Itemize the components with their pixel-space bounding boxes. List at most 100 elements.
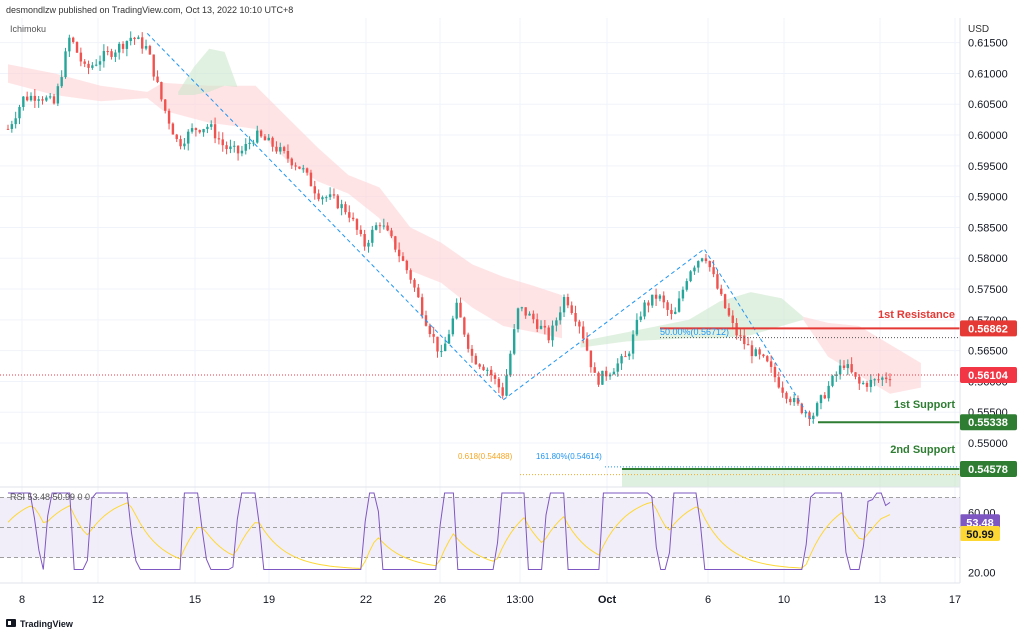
fib-50-label: 50.00%(0.56712) (660, 327, 729, 337)
candle-body (244, 143, 247, 151)
candle-body (125, 41, 129, 49)
candle-body (605, 370, 608, 377)
candle-body (164, 99, 167, 111)
candle-body (336, 195, 339, 209)
zigzag-line (146, 33, 814, 423)
candle-body (631, 334, 635, 354)
candle-body (881, 377, 884, 380)
candle-body (378, 225, 382, 227)
candle-body (536, 319, 539, 329)
indicator-label: Ichimoku (10, 24, 46, 34)
time-axis[interactable]: 8 12 15 19 22 26 13:00 Oct 6 10 13 17 (19, 594, 961, 606)
candle-body (45, 97, 48, 101)
time-tick-label: 13 (874, 594, 886, 606)
candle-body (570, 305, 573, 313)
candle-body (121, 43, 125, 49)
candle-body (382, 225, 386, 227)
price-tick-label: 0.59500 (968, 161, 1008, 173)
candle-body (750, 345, 754, 357)
candle-body (175, 134, 178, 140)
candle-body (236, 145, 240, 154)
candle-body (187, 131, 190, 144)
time-tick-label: 12 (92, 594, 104, 606)
candle-body (854, 372, 857, 377)
candle-body (700, 258, 704, 262)
candle-body (616, 363, 619, 372)
candle-body (846, 364, 850, 368)
candle-body (141, 37, 144, 49)
candle-body (417, 287, 420, 298)
candle-body (225, 145, 228, 150)
candle-body (689, 271, 692, 282)
candle-body (233, 145, 236, 147)
candle-body (359, 229, 362, 235)
rsi-legend: RSI 53.48 50.99 0 0 (10, 492, 90, 502)
candle-body (83, 61, 86, 64)
current-price-tag-text: 0.56104 (968, 370, 1009, 382)
candle-body (551, 325, 554, 341)
candle-body (532, 313, 535, 320)
candle-body (478, 364, 481, 367)
candle-body (463, 317, 466, 335)
candle-body (41, 99, 44, 101)
candle-body (543, 325, 547, 328)
price-tick-label: 0.55000 (968, 438, 1008, 450)
candle-body (397, 249, 401, 257)
cloud-bullish (178, 48, 237, 95)
candle-body (52, 96, 56, 104)
candle-body (60, 77, 63, 87)
candle-body (213, 124, 217, 139)
time-tick-label: 13:00 (506, 594, 534, 606)
candle-body (156, 76, 159, 83)
candle-body (48, 96, 52, 98)
candle-body (524, 307, 527, 316)
candle-body (144, 46, 148, 49)
candle-body (202, 129, 205, 133)
candle-body (279, 147, 282, 152)
candle-body (482, 366, 485, 371)
candle-body (769, 361, 773, 367)
candle-body (727, 308, 731, 316)
time-tick-label: 26 (434, 594, 446, 606)
candle-body (210, 124, 213, 127)
candle-body (95, 64, 98, 66)
candle-body (493, 375, 497, 379)
candle-body (677, 298, 681, 312)
candle-body (574, 312, 577, 322)
candle-body (819, 395, 823, 404)
candle-body (286, 151, 290, 159)
rsi-value-tag (960, 514, 1000, 530)
candle-body (716, 274, 719, 289)
candle-body (394, 236, 397, 250)
candle-body (620, 356, 623, 364)
candle-body (137, 37, 140, 40)
price-tick-label: 0.60500 (968, 99, 1008, 111)
candle-body (71, 37, 75, 43)
candle-body (367, 242, 370, 247)
candle-body (436, 336, 439, 352)
candle-body (29, 95, 33, 101)
candle-body (98, 61, 102, 65)
candle-body (37, 99, 40, 101)
candle-body (585, 338, 589, 351)
candle-body (194, 128, 198, 130)
candle-body (559, 312, 562, 321)
candle-body (873, 379, 876, 381)
candle-body (758, 349, 761, 355)
candle-body (639, 316, 642, 320)
candle-body (597, 372, 600, 385)
candle-body (608, 374, 612, 377)
candle-body (884, 377, 888, 380)
candle-body (248, 142, 251, 144)
candle-body (229, 146, 232, 150)
candle-body (64, 51, 67, 78)
candle-body (455, 302, 458, 319)
candle-body (681, 289, 685, 299)
fib-extension-label: 161.80%(0.54614) (536, 452, 602, 461)
candle-body (466, 334, 470, 349)
candle-body (731, 315, 734, 324)
candle-body (838, 365, 842, 375)
candle-body (505, 375, 508, 396)
